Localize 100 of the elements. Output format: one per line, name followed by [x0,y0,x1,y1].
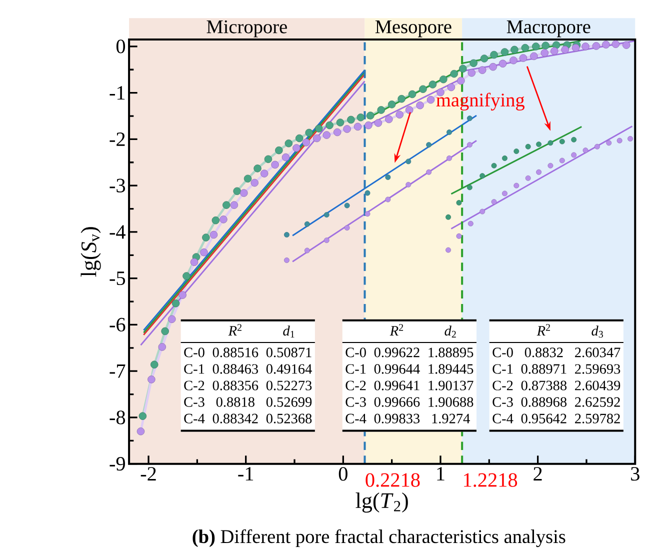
annotation: 0.88342 [212,414,258,424]
point [446,155,452,161]
point [530,52,538,60]
annotation: 2.62592 [575,397,620,407]
point [548,140,554,146]
point [190,258,198,266]
point [275,146,283,154]
point [480,54,488,62]
annotation: 2.59782 [575,414,620,424]
point [561,46,569,54]
point [468,220,474,226]
point [260,169,268,178]
point [500,48,509,56]
point [446,247,451,253]
point [548,162,554,168]
annotation: 1.90137 [428,380,474,390]
annotation: 0.88516 [212,347,258,358]
y-tick-label: -8 [110,410,126,424]
point [510,56,518,64]
annotation: 0.99622 [374,347,420,358]
point [172,299,180,308]
annotation: C-2 [492,380,513,390]
y-tick-label: -5 [110,271,126,285]
point [314,124,323,132]
point [456,200,462,206]
point [419,85,427,93]
annotation: C-2 [346,380,366,390]
point [456,233,462,239]
point [550,47,558,55]
x-tick-label: 2 [534,466,542,480]
annotation: C-3 [184,397,204,407]
point [525,175,531,181]
point [502,190,508,196]
annotation: 2.60439 [575,380,620,390]
point [447,83,456,91]
point [478,66,486,74]
point [212,216,220,224]
annotation: 0.88971 [521,364,566,374]
annotation: 0.52273 [266,380,312,390]
point [233,187,241,195]
point [559,158,565,164]
annotation: C-4 [346,414,366,424]
point [612,40,620,48]
y-tick-label: -7 [110,364,126,378]
point [525,144,531,150]
point [222,200,230,209]
point [284,257,290,263]
point [385,196,391,202]
point [364,210,370,216]
point [602,40,610,48]
x-tick-label: -2 [140,466,156,480]
point [398,94,406,102]
x-tick-label: 3 [631,466,640,480]
annotation: 0.95642 [521,414,566,424]
annotation: R$^{2}$ [390,324,404,336]
point [250,178,258,186]
point [364,190,370,196]
point [440,75,448,84]
point [622,40,630,49]
annotation: 0.99666 [374,397,420,407]
point [168,315,176,323]
point [344,202,350,208]
point [489,62,497,70]
y-tick-label: -9 [110,456,125,470]
annotation: 0.99833 [374,414,420,424]
point [606,140,612,146]
point [322,130,330,139]
point [388,100,396,108]
annotation: 1.89445 [428,364,474,374]
y-tick-label: -3 [110,178,126,192]
point [405,106,414,114]
point [396,110,404,118]
point [559,138,565,144]
point [305,128,313,136]
point [514,182,520,188]
point [510,46,518,54]
point [480,208,486,214]
point [210,230,218,238]
point [514,148,520,154]
point [491,198,497,204]
point [468,68,476,77]
point [582,42,590,50]
point [333,128,342,136]
point [502,155,508,161]
point [446,214,451,220]
point [466,115,472,121]
point [542,41,550,50]
annotation: 0.88968 [521,397,567,407]
y-tick-label: -6 [110,318,126,332]
annotation: d$_{3}$ [592,325,603,338]
point [282,153,290,161]
annotation: 0.50871 [266,347,312,358]
point [240,188,248,197]
point [582,147,588,153]
text: (b) Different pore fractal characteristics analysis [192,529,566,547]
y-axis-title: lg(S$_{v}$) [80,226,101,277]
annotation: C-4 [492,414,514,424]
point [296,134,304,142]
point [284,232,290,238]
point [136,427,145,436]
